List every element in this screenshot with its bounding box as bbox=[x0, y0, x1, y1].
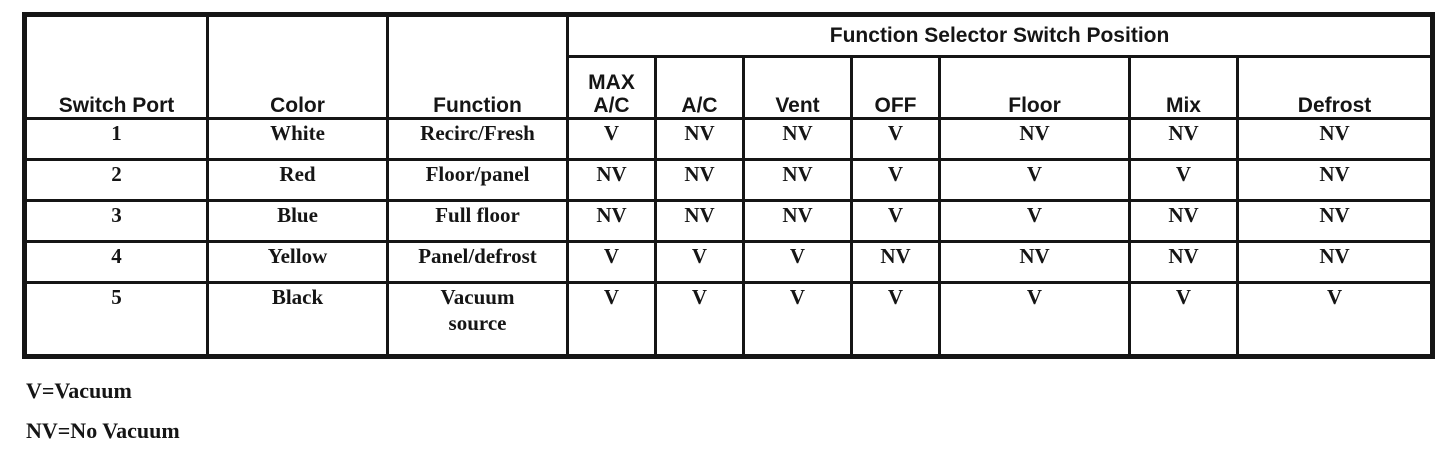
cell-value-ac: V bbox=[654, 281, 745, 358]
cell-value-ac: NV bbox=[654, 158, 745, 202]
cell-port: 1 bbox=[23, 117, 209, 161]
cell-value-defrost: V bbox=[1235, 281, 1435, 358]
cell-function: Panel/defrost bbox=[386, 240, 569, 284]
table-row-port-4: 4 Yellow Panel/defrost V V V NV NV NV NV bbox=[23, 240, 1435, 284]
cell-value-max-ac: V bbox=[566, 240, 657, 284]
col-header-switch-port: Switch Port bbox=[23, 13, 209, 120]
cell-value-mix: V bbox=[1128, 281, 1239, 358]
cell-value-mix: NV bbox=[1128, 240, 1239, 284]
col-header-ac: A/C bbox=[654, 55, 745, 120]
cell-color: Red bbox=[206, 158, 389, 202]
cell-value-off: V bbox=[850, 281, 941, 358]
col-header-function: Function bbox=[386, 13, 569, 120]
cell-port: 3 bbox=[23, 199, 209, 243]
table-row-port-2: 2 Red Floor/panel NV NV NV V V V NV bbox=[23, 158, 1435, 202]
cell-port: 4 bbox=[23, 240, 209, 284]
cell-value-vent: NV bbox=[742, 117, 853, 161]
cell-value-floor: V bbox=[938, 199, 1131, 243]
cell-value-off: NV bbox=[850, 240, 941, 284]
cell-value-max-ac: NV bbox=[566, 199, 657, 243]
table-row-port-3: 3 Blue Full floor NV NV NV V V NV NV bbox=[23, 199, 1435, 243]
col-header-off: OFF bbox=[850, 55, 941, 120]
cell-value-vent: V bbox=[742, 240, 853, 284]
cell-value-ac: NV bbox=[654, 199, 745, 243]
cell-color: Yellow bbox=[206, 240, 389, 284]
cell-value-max-ac: NV bbox=[566, 158, 657, 202]
cell-value-ac: V bbox=[654, 240, 745, 284]
col-header-floor: Floor bbox=[938, 55, 1131, 120]
vacuum-circuit-table: Switch Port Color Function Function Sele… bbox=[22, 12, 1436, 359]
cell-value-ac: NV bbox=[654, 117, 745, 161]
cell-function: Floor/panel bbox=[386, 158, 569, 202]
cell-value-floor: V bbox=[938, 158, 1131, 202]
cell-value-mix: NV bbox=[1128, 199, 1239, 243]
cell-color: White bbox=[206, 117, 389, 161]
cell-function: Full floor bbox=[386, 199, 569, 243]
header-row-positions: MAX A/C A/C Vent OFF Floor Mix Defrost bbox=[25, 55, 1435, 120]
cell-value-max-ac: V bbox=[566, 117, 657, 161]
col-header-mix: Mix bbox=[1128, 55, 1239, 120]
col-header-max-ac: MAX A/C bbox=[566, 55, 657, 120]
cell-color: Blue bbox=[206, 199, 389, 243]
cell-value-defrost: NV bbox=[1235, 158, 1435, 202]
legend-no-vacuum: NV=No Vacuum bbox=[26, 418, 180, 443]
cell-value-off: V bbox=[850, 199, 941, 243]
cell-function: Recirc/Fresh bbox=[386, 117, 569, 161]
cell-value-floor: NV bbox=[938, 240, 1131, 284]
table-row-port-1: 1 White Recirc/Fresh V NV NV V NV NV NV bbox=[23, 117, 1435, 161]
col-header-color: Color bbox=[206, 13, 389, 120]
cell-value-off: V bbox=[850, 158, 941, 202]
col-header-vent: Vent bbox=[742, 55, 853, 120]
cell-value-defrost: NV bbox=[1235, 240, 1435, 284]
cell-color: Black bbox=[206, 281, 389, 358]
col-header-defrost: Defrost bbox=[1235, 55, 1435, 120]
cell-value-floor: V bbox=[938, 281, 1131, 358]
legend-vacuum: V=Vacuum bbox=[26, 378, 132, 403]
cell-value-max-ac: V bbox=[566, 281, 657, 358]
cell-value-vent: NV bbox=[742, 199, 853, 243]
cell-port: 5 bbox=[23, 281, 209, 358]
header-row-span: Switch Port Color Function Function Sele… bbox=[23, 13, 1435, 120]
cell-value-vent: NV bbox=[742, 158, 853, 202]
cell-function: Vacuum source bbox=[386, 281, 569, 358]
cell-value-mix: V bbox=[1128, 158, 1239, 202]
cell-value-defrost: NV bbox=[1235, 117, 1435, 161]
cell-value-off: V bbox=[850, 117, 941, 161]
cell-value-mix: NV bbox=[1128, 117, 1239, 161]
cell-value-vent: V bbox=[742, 281, 853, 358]
cell-port: 2 bbox=[23, 158, 209, 202]
span-header-function-selector: Function Selector Switch Position bbox=[565, 13, 1435, 58]
cell-value-defrost: NV bbox=[1235, 199, 1435, 243]
cell-value-floor: NV bbox=[938, 117, 1131, 161]
table-row-port-5: 5 Black Vacuum source V V V V V V V bbox=[23, 281, 1435, 358]
